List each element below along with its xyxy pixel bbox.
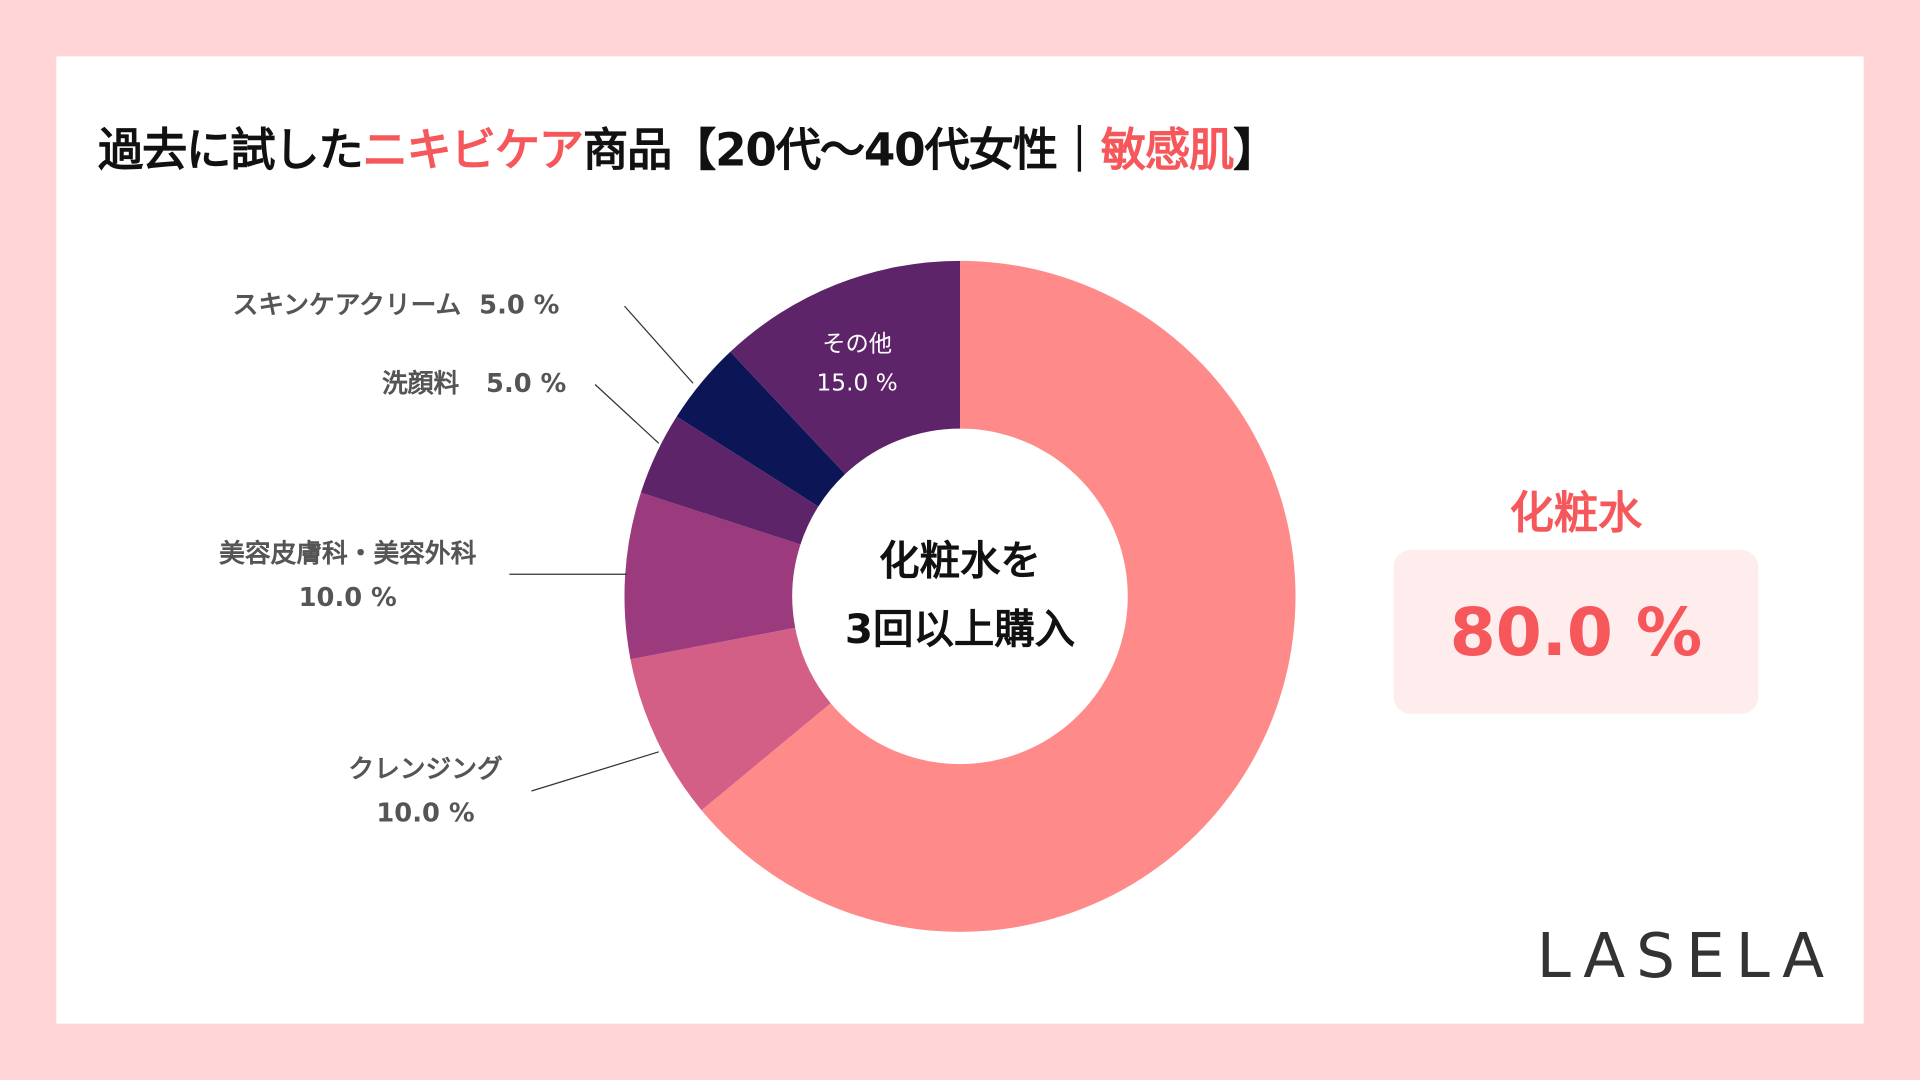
highlight-value: 80.0 % [1449, 593, 1703, 671]
title-part: 過去に試した [97, 123, 364, 177]
donut-center-text: 化粧水を 3回以上購入 [844, 536, 1076, 653]
leader-line-facewash [594, 384, 660, 444]
label-clinic: 美容皮膚科・美容外科 10.0 % [219, 538, 477, 613]
page-title: 過去に試したニキビケア商品【20代〜40代女性｜敏感肌】 [97, 113, 1278, 179]
highlight-value-box: 80.0 % [1393, 549, 1759, 714]
label-skincream: スキンケアクリーム 5.0 % [232, 290, 560, 320]
slice-1 [701, 260, 1296, 932]
leader-line-skincream [624, 305, 694, 384]
leader-line-cleansing [531, 751, 659, 792]
slice-2 [630, 627, 831, 811]
slice-5 [676, 351, 846, 507]
highlight-name: 化粧水 [1509, 488, 1643, 539]
title-part: 】 [1233, 123, 1278, 177]
title-part: 商品【20代〜40代女性｜ [582, 123, 1102, 177]
title-highlight: ニキビケア [362, 123, 584, 177]
slice-3 [624, 492, 801, 660]
label-cleansing: クレンジング 10.0 % [348, 754, 503, 828]
slice-4 [640, 416, 819, 545]
title-highlight: 敏感肌 [1100, 123, 1234, 177]
label-other: その他 15.0 % [816, 330, 898, 397]
label-facewash: 洗顔料 5.0 % [382, 368, 567, 398]
slice-6 [730, 260, 961, 475]
brand-logo: LASELA [1536, 920, 1836, 992]
